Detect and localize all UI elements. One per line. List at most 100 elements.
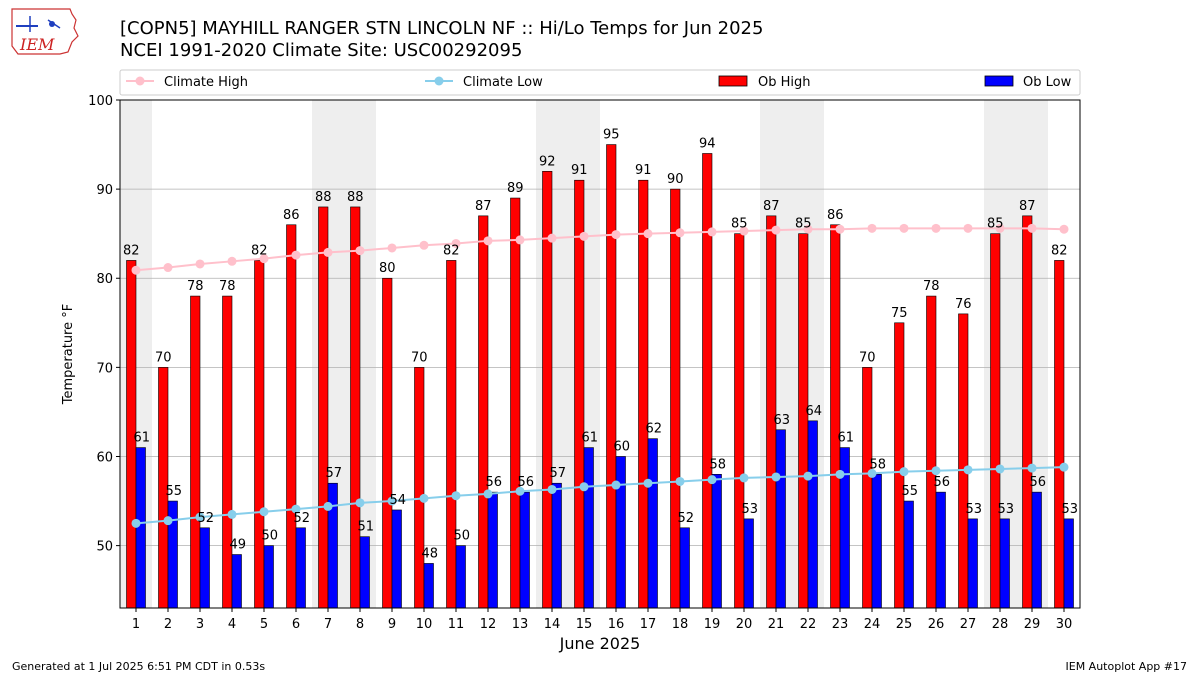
climate-high-point-day-23: [835, 224, 845, 234]
climate-low-point-day-30: [1059, 462, 1069, 472]
ob-low-bar-day-5: [263, 545, 274, 609]
climate-high-point-day-15: [579, 231, 589, 241]
climate-low-point-day-29: [1027, 463, 1037, 473]
ob-high-label-day-3: 78: [187, 279, 204, 294]
ob-high-bar-day-5: [254, 260, 265, 609]
ob-low-bar-day-28: [999, 518, 1010, 609]
ob-low-bar-day-29: [1031, 491, 1042, 609]
ob-low-label-day-2: 55: [165, 484, 182, 499]
ob-high-bar-day-3: [190, 295, 201, 609]
climate-low-point-day-16: [611, 480, 621, 490]
climate-high-point-day-25: [899, 223, 909, 233]
ob-high-label-day-30: 82: [1051, 243, 1068, 258]
ob-high-label-day-29: 87: [1019, 199, 1036, 214]
legend-climate-low: Climate Low: [425, 75, 543, 90]
ob-low-label-day-21: 63: [773, 413, 790, 428]
climate-low-point-day-15: [579, 482, 589, 492]
legend-climate-high-label: Climate High: [164, 75, 248, 90]
climate-high-point-day-5: [259, 254, 269, 264]
x-tick-label-1: 1: [132, 617, 140, 632]
climate-low-point-day-19: [707, 475, 717, 485]
ob-low-label-day-12: 56: [485, 475, 502, 490]
ob-high-label-day-9: 80: [379, 261, 396, 276]
ob-high-bar-day-23: [830, 224, 841, 609]
ob-low-bar-day-21: [775, 429, 786, 609]
x-tick-label-19: 19: [704, 617, 721, 632]
ob-high-label-day-5: 82: [251, 243, 268, 258]
climate-high-point-day-17: [643, 229, 653, 239]
plot-frame: [119, 99, 1081, 609]
climate-high-point-day-12: [483, 236, 493, 246]
climate-low-point-day-26: [931, 466, 941, 476]
ob-low-label-day-17: 62: [645, 422, 662, 437]
ob-high-bar-day-16: [606, 144, 617, 609]
chart-subtitle: NCEI 1991-2020 Climate Site: USC00292095: [120, 40, 523, 61]
ob-low-bar-day-13: [519, 491, 530, 609]
climate-low-point-day-24: [867, 468, 877, 478]
legend-ob-high-label: Ob High: [758, 75, 811, 90]
x-tick-label-15: 15: [576, 617, 593, 632]
ob-high-bar-day-11: [446, 260, 457, 609]
climate-high-point-day-7: [323, 247, 333, 257]
ob-low-bar-day-9: [391, 509, 402, 609]
climate-low-point-day-9: [387, 496, 397, 506]
ob-high-bar-day-18: [670, 188, 681, 609]
x-tick-label-5: 5: [260, 617, 268, 632]
x-tick-label-24: 24: [864, 617, 881, 632]
ob-low-bar-day-19: [711, 474, 722, 609]
climate-low-point-day-7: [323, 501, 333, 511]
ob-low-label-day-3: 52: [197, 511, 214, 526]
climate-high-point-day-11: [451, 238, 461, 248]
climate-low-point-day-18: [675, 476, 685, 486]
chart-title: [COPN5] MAYHILL RANGER STN LINCOLN NF ::…: [120, 18, 764, 39]
bars: [126, 144, 1074, 609]
x-tick-label-12: 12: [480, 617, 497, 632]
climate-high-point-day-22: [803, 224, 813, 234]
ob-high-bar-day-28: [990, 233, 1001, 609]
climate-high-point-day-21: [771, 225, 781, 235]
y-tick-label-60: 60: [96, 450, 113, 465]
ob-high-label-day-8: 88: [347, 190, 364, 205]
ob-high-label-day-17: 91: [635, 163, 652, 178]
ob-low-bar-day-26: [935, 491, 946, 609]
x-tick-label-13: 13: [512, 617, 529, 632]
ob-low-bar-day-8: [359, 536, 370, 609]
ob-low-bar-day-10: [423, 563, 434, 609]
x-tick-label-3: 3: [196, 617, 204, 632]
ob-low-bar-day-22: [807, 420, 818, 609]
ob-low-label-day-8: 51: [357, 520, 374, 535]
ob-low-bar-day-18: [679, 527, 690, 609]
climate-low-point-day-17: [643, 478, 653, 488]
climate-high-point-day-18: [675, 228, 685, 238]
climate-low-point-day-25: [899, 467, 909, 477]
climate-low-point-day-13: [515, 486, 525, 496]
logo-text: IEM: [19, 35, 55, 54]
ob-high-label-day-10: 70: [411, 350, 428, 365]
climate-high-point-day-20: [739, 226, 749, 236]
ob-high-bar-day-4: [222, 295, 233, 609]
ob-high-bar-day-20: [734, 233, 745, 609]
climate-high-point-day-24: [867, 223, 877, 233]
ob-high-label-day-26: 78: [923, 279, 940, 294]
ob-high-bar-day-26: [926, 295, 937, 609]
ob-high-label-day-7: 88: [315, 190, 332, 205]
x-tick-label-25: 25: [896, 617, 913, 632]
ob-high-label-day-20: 85: [731, 217, 748, 232]
ob-high-label-day-14: 92: [539, 154, 556, 169]
ob-high-label-day-1: 82: [123, 243, 140, 258]
ob-high-bar-day-6: [286, 224, 297, 609]
climate-lines: [131, 223, 1069, 528]
ob-low-label-day-25: 55: [901, 484, 918, 499]
ob-low-label-day-1: 61: [133, 431, 150, 446]
ob-high-label-day-19: 94: [699, 136, 716, 151]
ob-low-label-day-20: 53: [741, 502, 758, 517]
ob-low-bar-day-14: [551, 482, 562, 609]
ob-low-label-day-28: 53: [997, 502, 1014, 517]
x-tick-label-23: 23: [832, 617, 849, 632]
ob-low-label-day-15: 61: [581, 431, 598, 446]
climate-low-point-day-4: [227, 509, 237, 519]
ob-high-label-day-12: 87: [475, 199, 492, 214]
ob-low-label-day-22: 64: [805, 404, 822, 419]
ob-low-bar-day-30: [1063, 518, 1074, 609]
